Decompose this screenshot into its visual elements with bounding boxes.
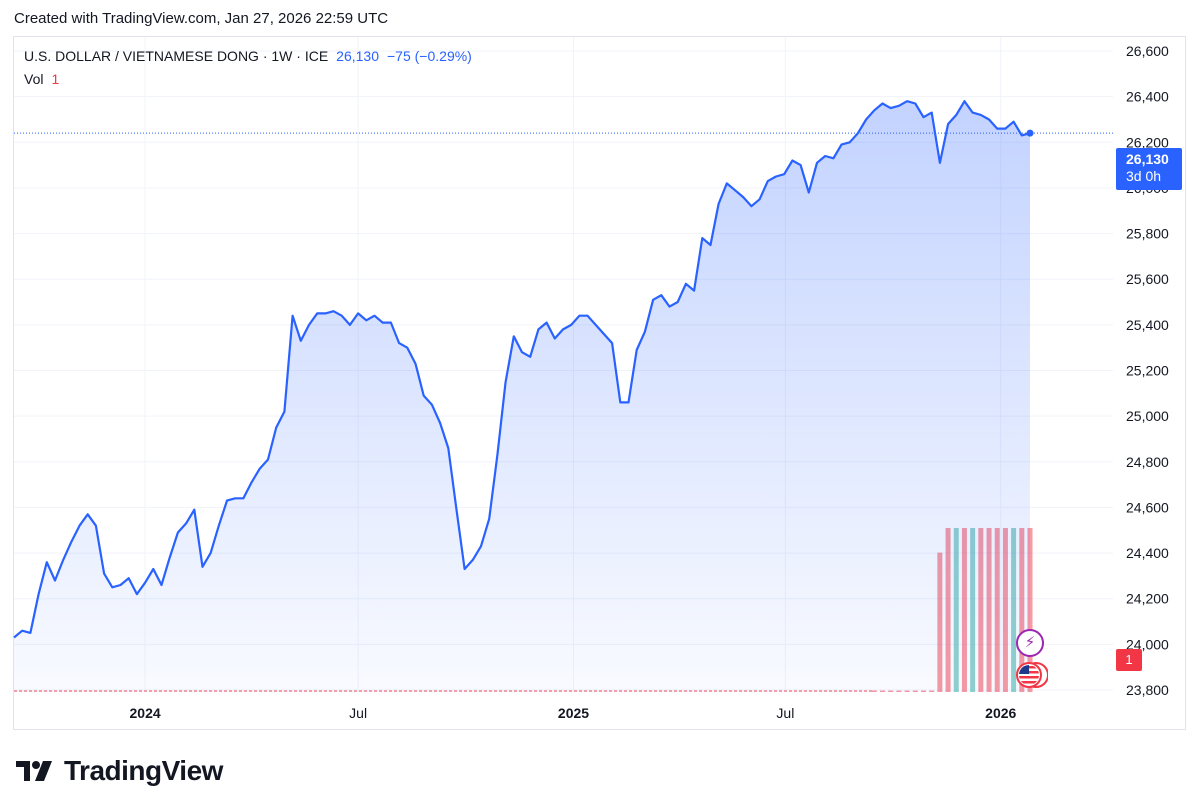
last-price-value: 26,130 (1126, 151, 1169, 167)
y-axis-tick-label: 26,200 (1126, 134, 1169, 150)
y-axis-tick-label: 25,400 (1126, 317, 1169, 333)
y-axis-tick-label: 23,800 (1126, 682, 1169, 698)
tradingview-logo-icon (16, 761, 52, 781)
tradingview-logo[interactable]: TradingView (16, 755, 223, 787)
bar-countdown: 3d 0h (1126, 168, 1162, 184)
price-area (13, 100, 1115, 692)
volume-legend-value: 1 (51, 71, 60, 87)
chart-frame[interactable] (13, 36, 1186, 730)
volume-legend[interactable]: Vol 1 (24, 71, 59, 87)
y-axis-tick-label: 24,600 (1126, 499, 1169, 515)
last-price-tag: 26,130 3d 0h (1116, 148, 1182, 190)
price-line (13, 100, 1031, 639)
time-axis: 2024 Jul 2025 Jul 2026 (130, 705, 1017, 721)
y-axis-tick-label: 25,200 (1126, 363, 1169, 379)
x-axis-tick-label: Jul (349, 705, 367, 721)
x-axis-tick-label: 2025 (558, 705, 589, 721)
legend-price: 26,130 (336, 48, 379, 64)
y-axis-tick-label: 24,200 (1126, 591, 1169, 607)
y-axis-tick-label: 24,000 (1126, 636, 1169, 652)
lightning-event-icon[interactable]: ⚡ (1016, 629, 1044, 657)
y-axis-tick-label: 26,600 (1126, 43, 1169, 59)
x-axis-tick-label: 2026 (985, 705, 1016, 721)
y-axis-tick-label: 24,800 (1126, 454, 1169, 470)
y-axis-tick-label: 25,800 (1126, 226, 1169, 242)
us-flag-event-icon[interactable] (1016, 661, 1049, 689)
legend-change: −75 (−0.29%) (387, 48, 472, 64)
symbol-title: U.S. DOLLAR / VIETNAMESE DONG · 1W · ICE (24, 48, 329, 64)
last-price-dot (1026, 129, 1034, 137)
symbol-legend[interactable]: U.S. DOLLAR / VIETNAMESE DONG · 1W · ICE… (24, 48, 472, 64)
y-axis-tick-label: 24,400 (1126, 545, 1169, 561)
tradingview-wordmark: TradingView (64, 755, 223, 786)
x-axis-tick-label: Jul (776, 705, 794, 721)
credit-line: Created with TradingView.com, Jan 27, 20… (14, 10, 389, 27)
price-area-fill (14, 101, 1030, 692)
volume-tag: 1 (1116, 649, 1142, 671)
y-axis-tick-label: 25,000 (1126, 408, 1169, 424)
y-axis-tick-label: 26,400 (1126, 89, 1169, 105)
volume-legend-label: Vol (24, 71, 44, 87)
price-axis: 26,60026,40026,20026,00025,80025,60025,4… (1126, 43, 1169, 698)
x-axis-tick-label: 2024 (130, 705, 161, 721)
y-axis-tick-label: 25,600 (1126, 271, 1169, 287)
